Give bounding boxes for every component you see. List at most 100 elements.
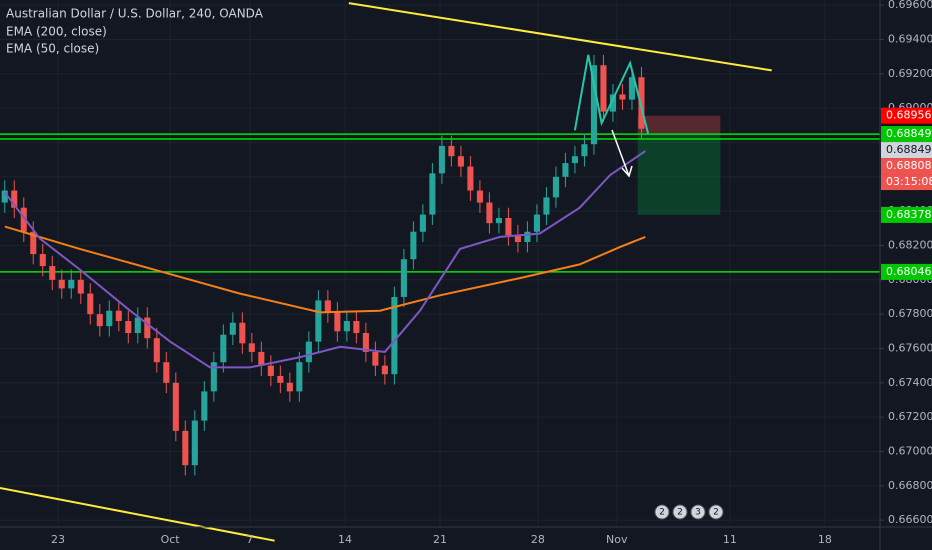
candle-body [524,231,531,243]
x-tick-label: 7 [246,533,253,546]
candle-body [96,314,103,327]
candle-body [457,156,464,167]
candle-body [581,144,588,157]
y-tick-label: 0.66800 [888,479,932,492]
candle-body [58,279,65,289]
candle-body [334,312,341,332]
candle-body [628,77,636,100]
candle-body [220,334,227,363]
candle-body [30,231,37,255]
y-tick-label: 0.66600 [888,513,932,526]
event-badge [708,504,724,520]
price-tag [881,158,932,175]
candle-body [562,163,569,177]
candle-body [305,341,312,363]
candle-body [296,362,303,392]
indicator-label: EMA (50, close) [6,42,99,56]
candle-body [106,310,113,327]
candle-body [39,254,46,267]
candle-body [619,94,626,100]
candle-body [638,77,645,129]
event-count: 2 [677,508,683,518]
candle-body [362,333,369,352]
candle-body [600,65,607,112]
candle-body [239,322,246,344]
candle-body [258,351,265,366]
candle-body [49,266,56,280]
candle-body [353,321,360,334]
y-tick-label: 0.68200 [888,238,932,251]
x-tick-label: 18 [818,533,832,546]
candle-body [1,190,8,203]
event-count: 2 [659,508,665,518]
x-tick-label: 28 [531,533,545,546]
candle-body [438,145,445,174]
candle-body [125,321,132,334]
candle-body [210,362,217,392]
indicator-label: EMA (200, close) [6,25,107,39]
event-count: 3 [695,508,701,518]
x-tick-label: 14 [338,533,352,546]
candle-body [77,279,84,294]
candle-body [381,365,388,375]
trend-line [348,2,772,72]
chart-title: Australian Dollar / U.S. Dollar, 240, OA… [6,7,264,21]
x-tick-label: Nov [606,533,628,546]
candle-body [182,430,189,466]
candle-body [144,317,151,339]
trend-line [0,487,275,542]
candle-body [191,420,198,466]
y-tick-label: 0.69600 [888,0,932,11]
candle-body [514,235,521,243]
candle-body [324,300,331,313]
candle-body [590,65,597,145]
x-tick-label: Oct [161,533,181,546]
countdown: 03:15:08 [886,175,932,188]
candle-body [87,293,94,315]
price-tag-label: 0.68378 [886,208,932,221]
candle-body [400,259,407,297]
candle-body [571,156,578,164]
candle-body [343,321,350,332]
candle-body [476,190,483,203]
candle-body [68,279,75,289]
event-count: 2 [713,508,719,518]
event-badge [672,504,688,520]
ema-line [4,225,646,314]
price-tag [881,142,932,159]
candle-body [229,322,236,335]
candle-body [410,231,417,260]
candle-body [419,214,426,232]
candle-body [609,94,616,112]
candle-body [11,190,18,208]
candle-body [533,214,540,232]
candle-body [543,197,550,215]
y-tick-label: 0.69200 [888,67,932,80]
candle-body [248,343,255,352]
price-tag-label: 0.68808 [886,159,932,172]
candle-body [486,202,493,224]
event-badge [690,504,706,520]
x-tick-label: 11 [723,533,737,546]
price-tag [881,206,932,223]
stop-zone [637,115,721,135]
candle-body [495,218,502,224]
price-tag [881,107,932,124]
price-tag-label: 0.68849 [886,143,932,156]
price-tag-label: 0.68046 [886,265,932,278]
candle-body [153,338,160,363]
price-tag-label: 0.68956 [886,109,932,122]
candle-body [20,207,27,232]
price-tag [881,126,932,143]
candle-body [134,317,141,334]
x-tick-label: 21 [433,533,447,546]
candle-body [372,351,379,366]
trend-line [573,54,650,134]
event-badge [654,504,670,520]
candle-body [467,166,474,191]
candle-body [163,362,170,383]
arrow-annotation [611,129,633,178]
candle-body [391,296,398,375]
